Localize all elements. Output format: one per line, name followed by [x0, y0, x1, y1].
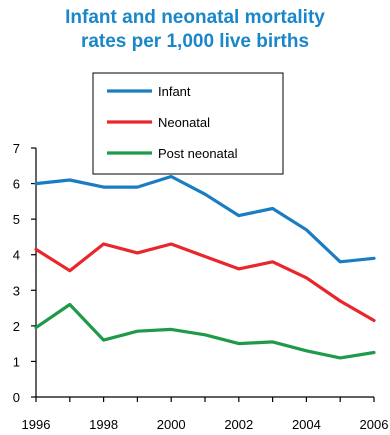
y-tick-label: 5: [13, 212, 20, 227]
x-tick-label: 1996: [22, 417, 51, 432]
y-tick-label: 0: [13, 390, 20, 405]
y-tick-label: 7: [13, 141, 20, 156]
x-tick-label: 2000: [157, 417, 186, 432]
x-tick-label: 2006: [360, 417, 389, 432]
series-line-neonatal: [34, 242, 376, 323]
y-tick-label: 6: [13, 177, 20, 192]
y-tick-label: 2: [13, 319, 20, 334]
x-tick-label: 1998: [89, 417, 118, 432]
chart-title-line-2: rates per 1,000 live births: [80, 31, 310, 52]
series-line-post-neonatal: [34, 302, 376, 360]
series-line-infant: [34, 174, 376, 264]
x-tick-label: 2002: [224, 417, 253, 432]
legend-label-infant: Infant: [158, 84, 191, 99]
legend-label-neonatal: Neonatal: [158, 115, 210, 130]
chart-legend: Infant Neonatal Post neonatal: [92, 72, 284, 175]
y-tick-label: 3: [13, 283, 20, 298]
chart-title: Infant and neonatal mortality rates per …: [0, 6, 390, 54]
y-tick-label: 1: [13, 354, 20, 369]
chart-series: [34, 174, 376, 360]
y-tick-label: 4: [13, 248, 20, 263]
chart-axes: 0 1 2 3 4 5 6 7 1996 1998 2000 2002 2004 2006: [13, 141, 389, 432]
chart-title-line-1: Infant and neonatal mortality: [65, 7, 325, 28]
x-tick-label: 2004: [292, 417, 321, 432]
legend-label-post-neonatal: Post neonatal: [158, 146, 238, 161]
